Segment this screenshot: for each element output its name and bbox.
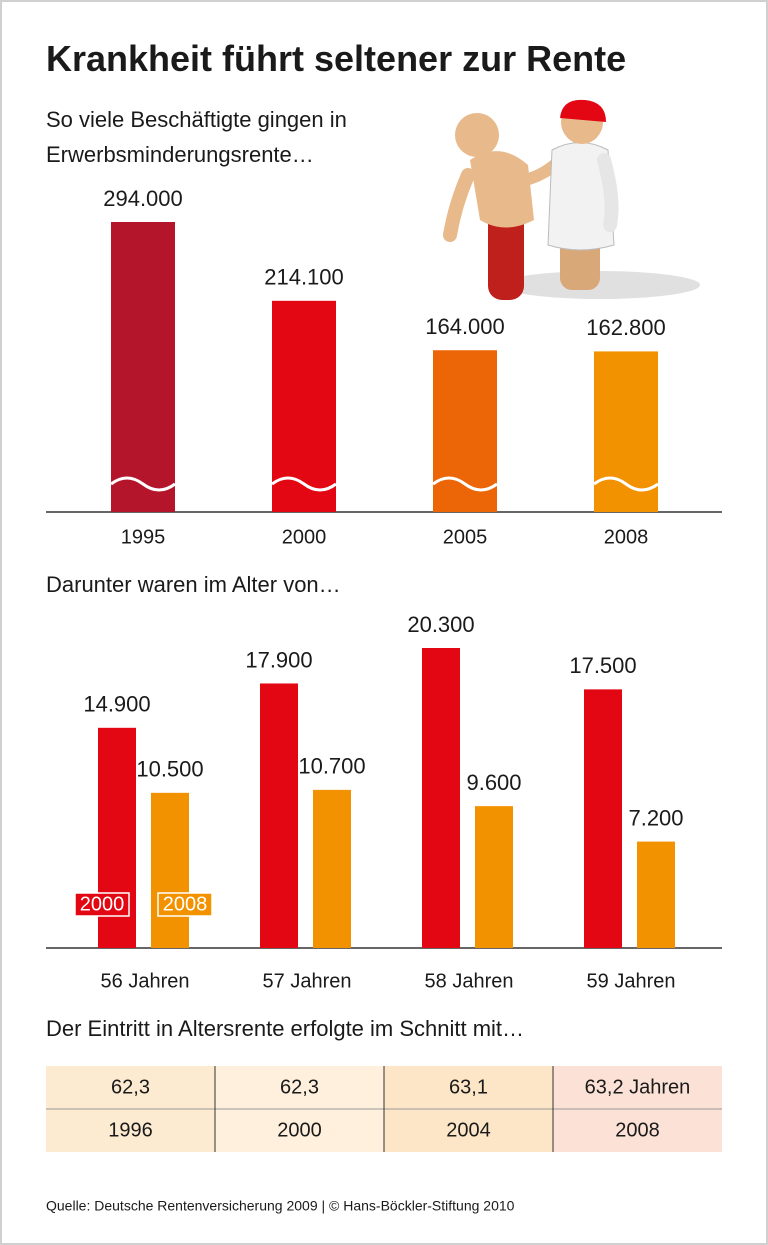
table-text: 2000 [277, 1119, 322, 1141]
x-tick-label: 2008 [604, 526, 649, 548]
x-tick-label: 1995 [121, 526, 166, 548]
table-text: 62,3 [280, 1076, 319, 1098]
x-tick-label: 58 Jahren [425, 970, 514, 992]
value-label: 10.500 [136, 757, 203, 782]
value-label: 214.100 [264, 265, 344, 290]
legend-swatch [157, 892, 213, 917]
table-cell [46, 1066, 215, 1109]
legend-swatch [74, 892, 130, 917]
table-text: 1996 [108, 1119, 153, 1141]
table-text: 2004 [446, 1119, 491, 1141]
value-label: 9.600 [466, 770, 521, 795]
axis-break [271, 476, 337, 492]
bar [272, 300, 336, 512]
x-tick-label: 2000 [282, 526, 327, 548]
value-label: 162.800 [586, 315, 666, 340]
table-cell [384, 1066, 553, 1109]
value-label: 17.500 [569, 653, 636, 678]
table-caption: Der Eintritt in Altersrente erfolgte im … [46, 1016, 524, 1041]
axis-break [110, 476, 176, 492]
table-cell [553, 1066, 722, 1109]
value-label: 14.900 [83, 692, 150, 717]
x-tick-label: 2005 [443, 526, 488, 548]
value-label: 164.000 [425, 314, 505, 339]
table-text: 2008 [615, 1119, 660, 1141]
bar [422, 648, 460, 948]
table-cell [46, 1109, 215, 1152]
bar [637, 841, 675, 948]
axis-break [432, 476, 498, 492]
bar [475, 806, 513, 948]
table-cell [215, 1109, 384, 1152]
source: Quelle: Deutsche Rentenversicherung 2009… [46, 1198, 515, 1214]
subtitle: Darunter waren im Alter von… [46, 572, 341, 597]
table-text: 63,1 [449, 1076, 488, 1098]
bar [313, 789, 351, 948]
title: Krankheit führt seltener zur Rente [46, 38, 627, 79]
table-cell [384, 1109, 553, 1152]
value-label: 17.900 [245, 647, 312, 672]
x-tick-label: 56 Jahren [101, 970, 190, 992]
x-tick-label: 57 Jahren [263, 970, 352, 992]
legend-label: 2000 [80, 893, 125, 915]
bar [111, 222, 175, 512]
table-text: 62,3 [111, 1076, 150, 1098]
value-label: 10.700 [298, 754, 365, 779]
table-cell [215, 1066, 384, 1109]
table-text: 63,2 Jahren [585, 1076, 691, 1098]
table-cell [553, 1109, 722, 1152]
value-label: 20.300 [407, 612, 474, 637]
bar [151, 792, 189, 948]
illustration [443, 99, 700, 300]
value-label: 294.000 [103, 186, 183, 211]
axis-break [593, 476, 659, 492]
value-label: 7.200 [628, 805, 683, 830]
bar [260, 683, 298, 948]
legend-label: 2008 [163, 893, 208, 915]
subtitle: So viele Beschäftigte gingen in Erwerbsm… [46, 107, 347, 167]
x-tick-label: 59 Jahren [587, 970, 676, 992]
bar [584, 689, 622, 948]
